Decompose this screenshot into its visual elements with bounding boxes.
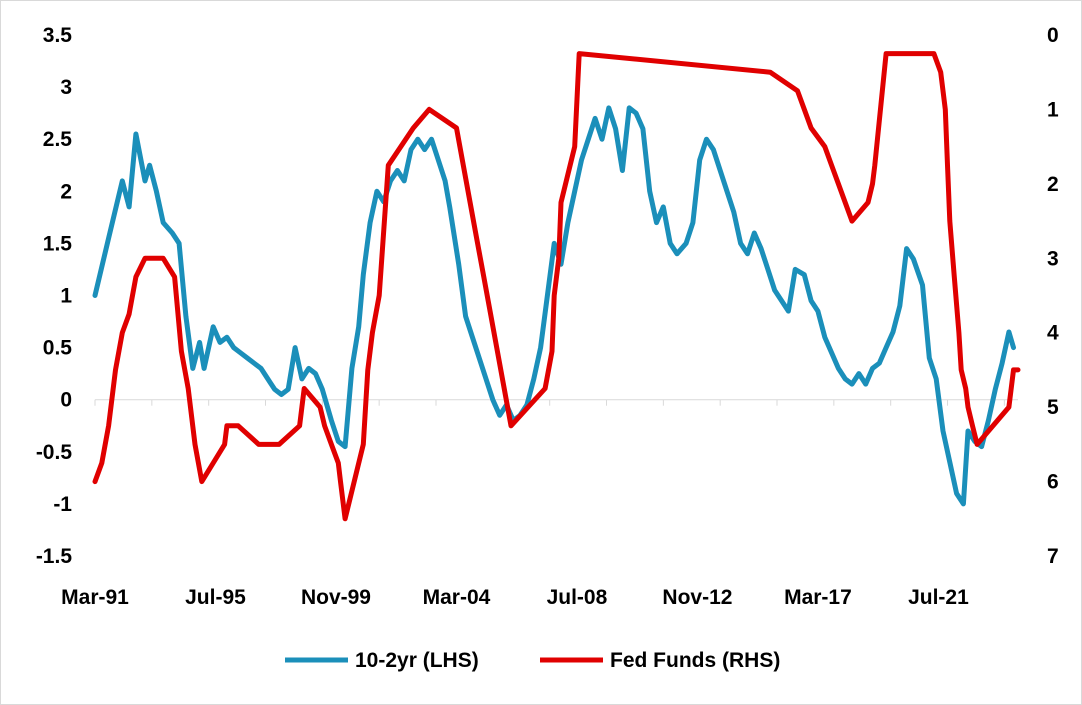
- y-left-tick-label: 0.5: [43, 337, 73, 360]
- y-left-tick-label: 3.5: [43, 24, 73, 47]
- y-right-tick-label: 2: [1047, 173, 1059, 196]
- x-tick-label: Mar-04: [423, 586, 491, 609]
- x-tick-label: Nov-12: [662, 586, 732, 609]
- y-right-tick-label: 5: [1047, 396, 1059, 419]
- y-left-tick-label: 3: [60, 76, 72, 99]
- y-right-tick-label: 1: [1047, 98, 1059, 121]
- y-left-tick-label: 2: [60, 180, 72, 203]
- y-left-tick-label: 2.5: [43, 128, 73, 151]
- legend-label-10-2yr: 10-2yr (LHS): [355, 649, 479, 672]
- x-tick-label: Jul-95: [185, 586, 246, 609]
- legend: 10-2yr (LHS) Fed Funds (RHS): [285, 649, 780, 672]
- x-tick-label: Jul-21: [908, 586, 969, 609]
- y-left-tick-label: 1.5: [43, 232, 73, 255]
- plot-area: [92, 51, 1021, 522]
- y-right-tick-label: 7: [1047, 545, 1059, 568]
- x-tick-label: Mar-91: [61, 586, 129, 609]
- tick-labels: -1.5 -1 -0.5 0 0.5 1 1.5 2 2.5 3 3.5 0 1 2 3 4 5 6 7 Mar-91…: [36, 24, 1059, 609]
- legend-label-fed-funds: Fed Funds (RHS): [610, 649, 780, 672]
- y-right-tick-label: 4: [1047, 322, 1059, 345]
- series-line-fed-funds: [92, 51, 1021, 522]
- y-left-tick-label: 0: [60, 389, 72, 412]
- y-right-tick-label: 6: [1047, 471, 1059, 494]
- y-right-tick-label: 3: [1047, 247, 1059, 270]
- axes: [94, 399, 1018, 406]
- x-tick-label: Nov-99: [301, 586, 371, 609]
- x-tick-label: Jul-08: [547, 586, 608, 609]
- x-tick-label: Mar-17: [784, 586, 852, 609]
- series-line-10-2yr: [92, 105, 1016, 507]
- y-left-tick-label: -1: [53, 493, 72, 516]
- y-left-tick-label: -1.5: [36, 545, 73, 568]
- y-left-tick-label: 1: [60, 285, 72, 308]
- y-right-tick-label: 0: [1047, 24, 1059, 47]
- y-left-tick-label: -0.5: [36, 441, 73, 464]
